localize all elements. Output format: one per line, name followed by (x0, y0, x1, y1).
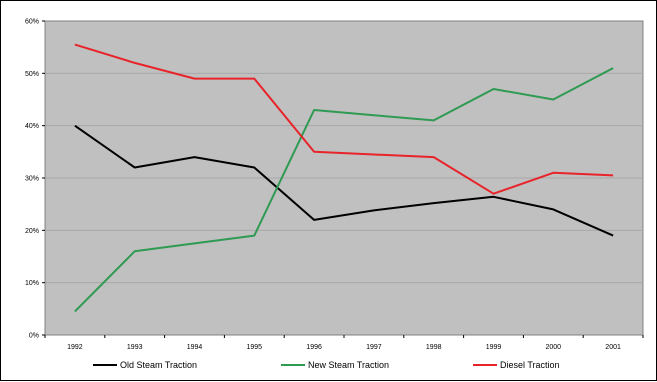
y-tick-label: 60% (25, 19, 39, 26)
series-line-2 (74, 43, 614, 195)
y-tick-label: 0% (29, 333, 39, 340)
x-tick-label: 1993 (127, 344, 143, 351)
x-tick-label: 1992 (67, 344, 83, 351)
x-tick-label: 1999 (486, 344, 502, 351)
legend-label: Old Steam Traction (120, 360, 197, 370)
x-tick-label: 1994 (187, 344, 203, 351)
x-tick-label: 1997 (366, 344, 382, 351)
y-tick-label: 20% (25, 228, 39, 235)
x-tick-label: 2000 (546, 344, 562, 351)
legend-label: New Steam Traction (308, 360, 389, 370)
x-tick-label: 2001 (605, 344, 621, 351)
series-line-1 (74, 67, 614, 313)
x-tick-label: 1998 (426, 344, 442, 351)
y-tick-label: 40% (25, 123, 39, 130)
x-tick-label: 1995 (247, 344, 263, 351)
x-tick-label: 1996 (306, 344, 322, 351)
y-tick-label: 30% (25, 176, 39, 183)
legend-label: Diesel Traction (500, 360, 560, 370)
y-tick-label: 50% (25, 71, 39, 78)
series-line-0 (74, 124, 614, 237)
y-tick-label: 10% (25, 280, 39, 287)
